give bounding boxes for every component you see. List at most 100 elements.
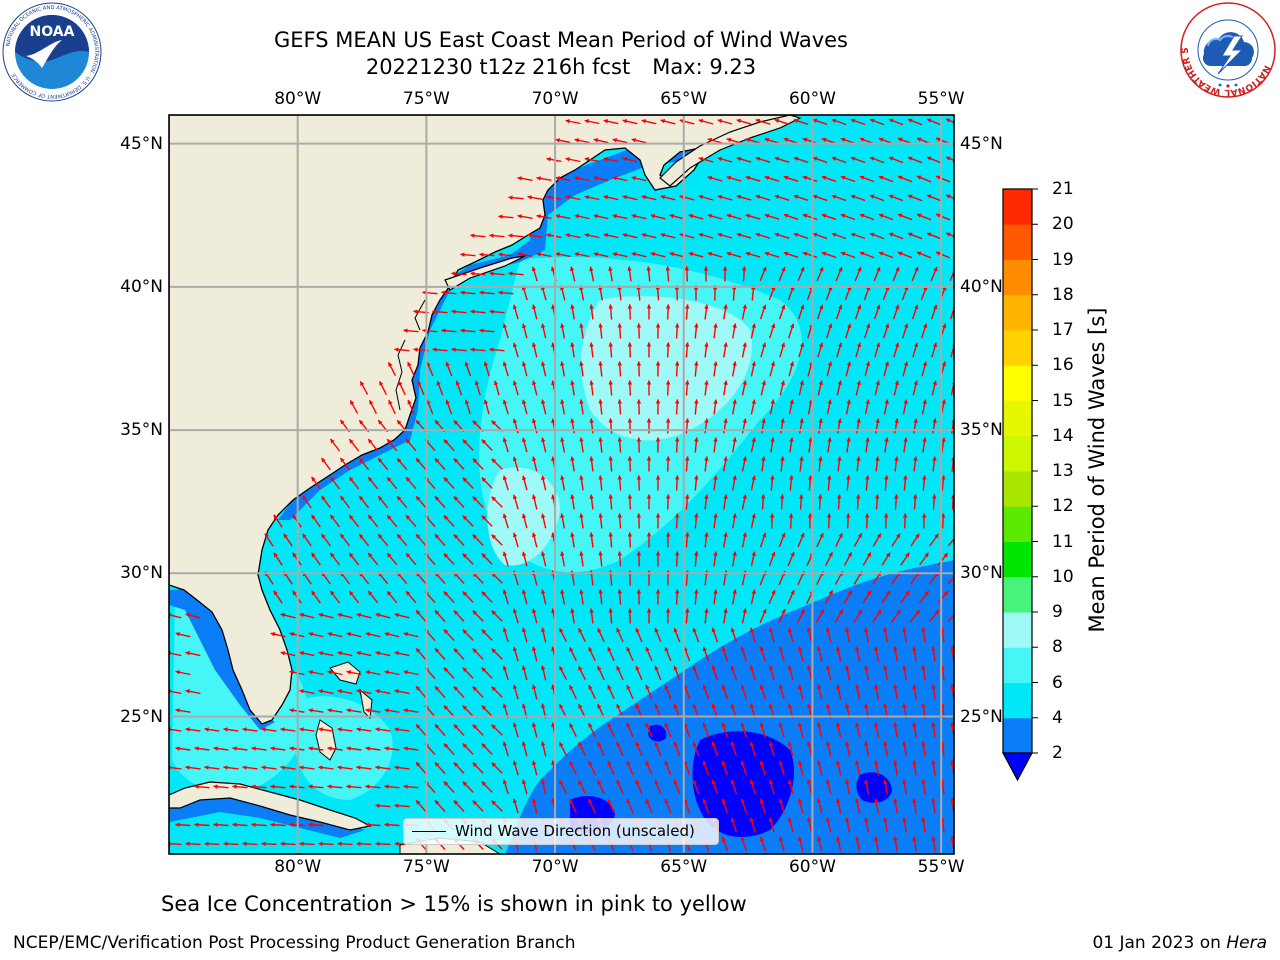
wave-direction-arrow [617, 361, 623, 377]
wave-direction-arrow [493, 380, 500, 396]
wave-direction-arrow [396, 495, 408, 509]
wave-direction-arrow [787, 285, 795, 301]
wave-direction-arrow [717, 118, 733, 125]
wave-direction-arrow [627, 532, 633, 548]
wave-direction-arrow [835, 304, 843, 320]
wave-direction-arrow [645, 646, 653, 662]
wave-direction-arrow [707, 137, 723, 144]
wave-direction-arrow [555, 214, 571, 220]
wave-direction-arrow [327, 708, 343, 713]
wave-direction-arrow [617, 589, 623, 605]
wave-direction-arrow [755, 194, 771, 201]
wave-direction-arrow [555, 252, 571, 258]
wave-direction-arrow [387, 361, 397, 377]
wave-direction-arrow [589, 456, 594, 472]
wave-direction-arrow [825, 627, 832, 643]
wave-direction-arrow [665, 342, 671, 358]
wave-direction-arrow [732, 551, 737, 567]
wave-direction-arrow [945, 194, 954, 200]
wave-direction-arrow [377, 495, 389, 509]
wave-direction-arrow [608, 608, 613, 624]
wave-direction-arrow [891, 533, 901, 547]
wave-direction-arrow [797, 608, 805, 624]
wave-direction-arrow [793, 194, 809, 201]
wave-direction-arrow [883, 323, 890, 339]
colorbar-tick-label: 15 [1052, 390, 1074, 411]
wave-direction-arrow [929, 533, 939, 547]
wave-direction-arrow [541, 323, 547, 339]
wave-direction-arrow [358, 533, 370, 547]
wave-direction-arrow [745, 175, 761, 182]
wave-direction-arrow [713, 437, 718, 453]
wave-direction-arrow [907, 194, 923, 202]
wave-direction-arrow [422, 328, 438, 333]
wave-direction-arrow [745, 251, 761, 258]
wave-direction-arrow [859, 213, 875, 221]
forecast-run-label: 20221230 t12z 216h fcst [365, 55, 631, 79]
wave-direction-arrow [741, 494, 747, 510]
wave-direction-arrow [723, 494, 728, 510]
wave-direction-arrow [650, 251, 666, 258]
wave-direction-arrow [764, 251, 780, 258]
wave-direction-arrow [770, 437, 775, 453]
wave-direction-arrow [945, 232, 954, 238]
wave-direction-arrow [223, 727, 239, 732]
wave-direction-arrow [474, 380, 481, 396]
wave-direction-arrow [603, 233, 619, 239]
wave-direction-arrow [588, 646, 596, 662]
wave-direction-arrow [717, 232, 733, 239]
wave-direction-arrow [498, 252, 514, 257]
wave-direction-arrow [947, 610, 954, 623]
wave-direction-arrow [698, 232, 714, 239]
wave-direction-arrow [521, 399, 528, 415]
wave-direction-arrow [902, 361, 909, 377]
wave-direction-arrow [559, 285, 566, 301]
wave-direction-arrow [608, 266, 613, 282]
wave-direction-arrow [481, 553, 493, 565]
wave-direction-arrow [386, 552, 398, 566]
wave-direction-arrow [883, 627, 889, 643]
wave-direction-arrow [502, 437, 509, 453]
wave-direction-arrow [283, 533, 293, 547]
long-island [444, 255, 526, 291]
wave-direction-arrow [451, 309, 467, 314]
wave-direction-arrow [745, 213, 761, 220]
wave-direction-arrow [598, 589, 603, 605]
wave-direction-arrow [732, 323, 737, 339]
wave-direction-arrow [707, 251, 723, 258]
wave-direction-arrow [736, 118, 752, 125]
wave-direction-arrow [589, 494, 594, 510]
wave-direction-arrow [434, 533, 446, 547]
wave-direction-arrow [902, 627, 907, 643]
wave-direction-arrow [574, 176, 590, 182]
wave-direction-arrow [375, 612, 391, 619]
wave-direction-arrow [321, 457, 331, 471]
wave-direction-arrow [641, 195, 657, 201]
wave-direction-arrow [674, 361, 680, 377]
wave-direction-arrow [926, 118, 942, 126]
wave-direction-arrow [405, 590, 417, 604]
wave-direction-arrow [769, 513, 775, 529]
wave-direction-arrow [854, 266, 862, 282]
wave-direction-arrow [704, 608, 709, 624]
wave-direction-arrow [367, 514, 379, 528]
wave-direction-arrow [694, 437, 699, 453]
wave-direction-arrow [481, 667, 493, 679]
wave-direction-arrow [491, 648, 503, 660]
wave-direction-arrow [850, 194, 866, 202]
wave-direction-arrow [359, 381, 369, 395]
wave-direction-arrow [704, 304, 709, 320]
wave-direction-arrow [836, 494, 842, 510]
wave-direction-arrow [521, 589, 528, 605]
wave-direction-arrow [584, 233, 600, 239]
wave-direction-arrow [517, 214, 533, 219]
wave-direction-arrow [713, 475, 718, 491]
wave-direction-arrow [726, 175, 742, 182]
wave-direction-arrow [713, 323, 718, 339]
wave-direction-arrow [541, 437, 547, 453]
wave-direction-arrow [685, 608, 690, 624]
wave-direction-arrow [793, 156, 809, 163]
wave-direction-arrow [774, 118, 790, 125]
wave-direction-arrow [702, 646, 710, 662]
